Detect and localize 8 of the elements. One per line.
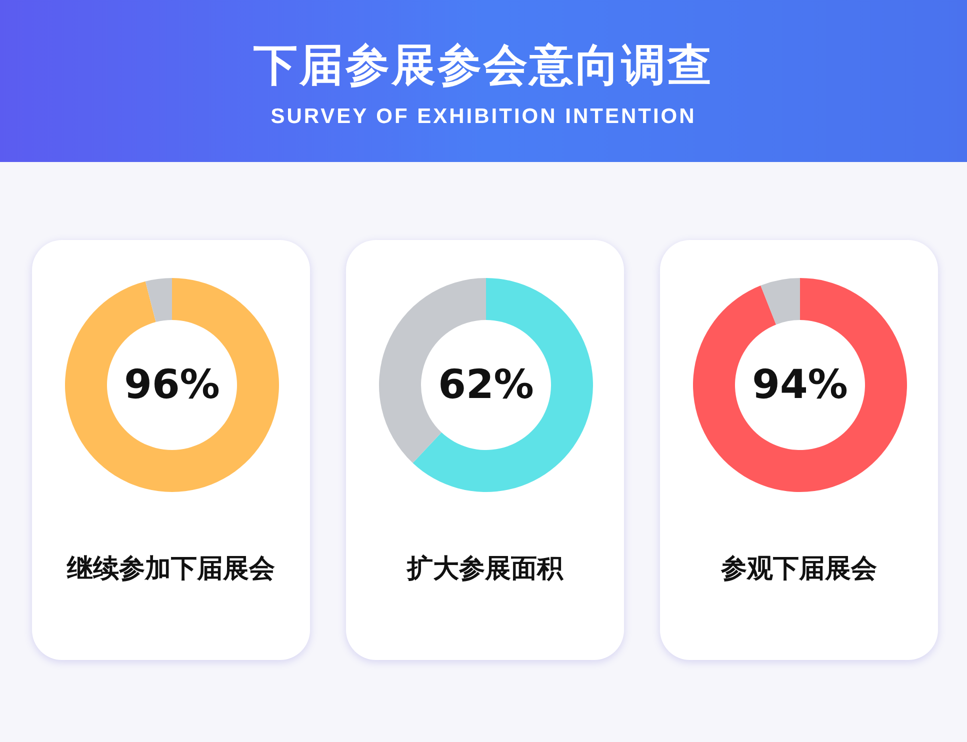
slice-label: 扩大参展面积 — [406, 554, 564, 584]
data-label: 94% — [752, 362, 848, 408]
slice-label: 参观下届展会 — [720, 554, 877, 584]
chart-title: 下届参展参会意向调查 — [254, 39, 714, 93]
chart-subtitle: SURVEY OF EXHIBITION INTENTION — [270, 105, 698, 129]
data-label: 96% — [124, 362, 220, 408]
slice-label: 继续参加下届展会 — [66, 554, 275, 584]
data-label: 62% — [438, 362, 534, 408]
